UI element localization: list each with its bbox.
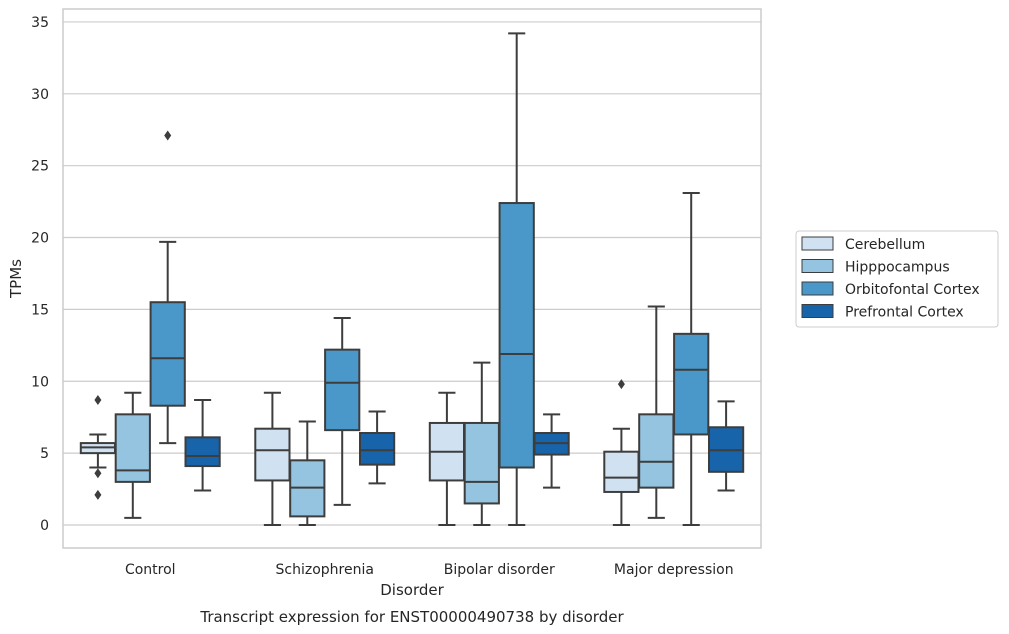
figure-caption: Transcript expression for ENST0000049073…	[199, 608, 624, 626]
y-tick-label: 25	[31, 159, 49, 175]
outlier-point	[94, 489, 102, 500]
box-0-0	[79, 394, 117, 500]
plot-area-frame	[62, 8, 762, 549]
box-2-3	[673, 191, 710, 527]
box-2-1	[324, 317, 361, 506]
box-2-0	[149, 130, 186, 445]
box-iqr	[324, 348, 361, 432]
box-3-1	[358, 410, 396, 485]
outlier-point	[617, 379, 625, 390]
box-iqr	[603, 450, 640, 493]
box-1-2	[463, 361, 500, 527]
legend: Cerebellum Hipppocampus Orbitofontal Corte…	[795, 230, 999, 328]
box-1-3	[638, 305, 675, 519]
box-3-0	[184, 398, 221, 492]
y-axis-title: TPMs	[7, 259, 25, 299]
y-tick-labels: 0 5 10 15 20 25 30 35	[31, 15, 49, 534]
box-iqr	[638, 413, 675, 489]
legend-swatch	[801, 304, 834, 318]
x-tick-label: Schizophrenia	[276, 562, 374, 578]
legend-label: Hipppocampus	[845, 260, 950, 276]
box-iqr	[463, 421, 500, 505]
box-1-1	[289, 420, 326, 527]
box-iqr	[498, 202, 535, 469]
y-tick-label: 0	[40, 518, 49, 534]
box-2-2	[498, 32, 535, 527]
y-tick-label: 30	[31, 87, 49, 103]
outlier-point	[94, 468, 102, 479]
legend-label: Prefrontal Cortex	[845, 305, 964, 321]
box-iqr	[254, 427, 291, 482]
x-tick-label: Bipolar disorder	[444, 562, 555, 578]
box-iqr	[114, 413, 151, 483]
box-0-2	[428, 391, 466, 527]
y-tick-label: 15	[31, 302, 49, 318]
x-tick-label: Major depression	[614, 562, 734, 578]
box-3-3	[707, 400, 745, 492]
box-iqr	[184, 436, 221, 468]
legend-swatch	[801, 236, 834, 251]
legend-label: Orbitofontal Cortex	[845, 282, 980, 298]
x-axis-title: Disorder	[380, 581, 444, 599]
y-tick-label: 10	[31, 374, 49, 390]
box-0-1	[254, 391, 291, 527]
legend-label: Cerebellum	[845, 237, 925, 253]
outlier-point	[164, 130, 172, 141]
boxes	[79, 32, 745, 527]
box-0-3	[603, 379, 640, 527]
box-iqr	[358, 432, 396, 466]
legend-swatch	[801, 259, 834, 273]
box-iqr	[149, 301, 186, 407]
y-tick-label: 20	[31, 231, 49, 247]
legend-swatch	[801, 281, 834, 296]
x-tick-label: Control	[125, 562, 176, 578]
legend-frame	[795, 230, 999, 328]
box-iqr	[673, 332, 710, 436]
x-tick-labels: Control Schizophrenia Bipolar disorder Majo…	[125, 562, 734, 578]
box-1-0	[114, 391, 151, 519]
y-tick-label: 5	[40, 446, 49, 462]
box-3-2	[533, 413, 570, 489]
outlier-point	[94, 394, 102, 405]
y-tick-label: 35	[31, 15, 49, 31]
